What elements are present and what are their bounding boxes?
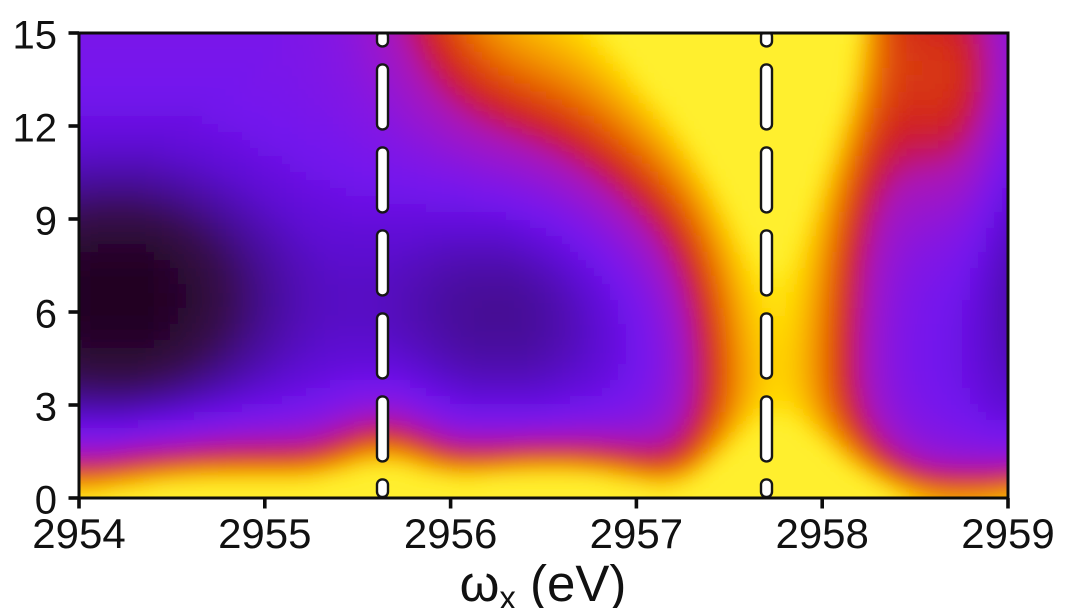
svg-text:2956: 2956 <box>404 510 497 557</box>
svg-text:12: 12 <box>13 107 58 151</box>
svg-text:3: 3 <box>35 386 57 430</box>
svg-text:2955: 2955 <box>218 510 311 557</box>
svg-text:6: 6 <box>35 293 57 337</box>
svg-text:2959: 2959 <box>961 510 1054 557</box>
svg-text:2957: 2957 <box>590 510 683 557</box>
svg-text:2958: 2958 <box>775 510 868 557</box>
svg-text:ωx (eV): ωx (eV) <box>460 555 627 608</box>
svg-text:2954: 2954 <box>32 510 125 557</box>
svg-text:0: 0 <box>35 479 57 523</box>
svg-text:15: 15 <box>13 14 58 58</box>
svg-text:9: 9 <box>35 200 57 244</box>
